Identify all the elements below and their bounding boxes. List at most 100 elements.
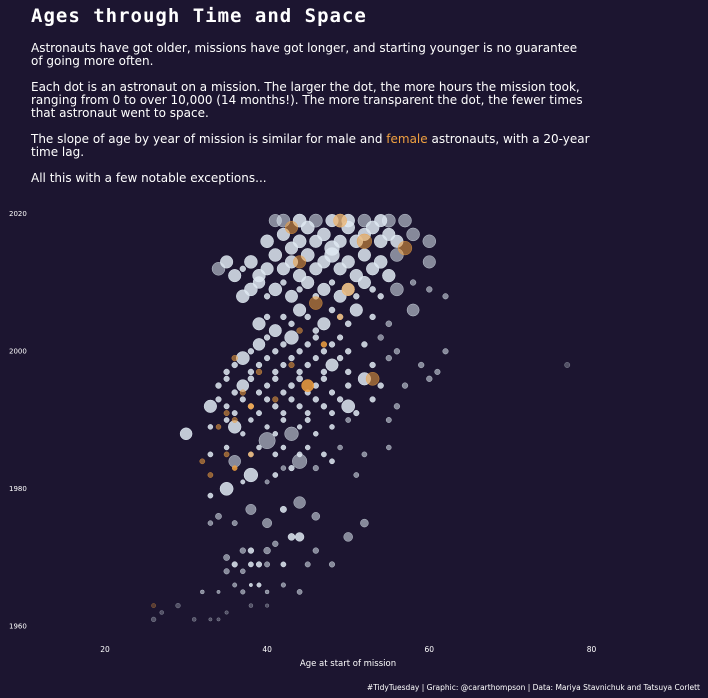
male-astronaut-point (426, 286, 433, 293)
male-astronaut-point (345, 382, 352, 389)
male-astronaut-point (337, 444, 343, 451)
male-astronaut-point (329, 458, 335, 465)
male-astronaut-point (215, 396, 222, 403)
male-astronaut-point (240, 589, 246, 595)
male-astronaut-point (353, 472, 360, 478)
male-astronaut-point (288, 465, 295, 472)
male-astronaut-point (285, 289, 298, 303)
male-astronaut-point (272, 368, 279, 376)
female-astronaut-point (231, 417, 238, 423)
male-astronaut-point (219, 481, 234, 496)
male-astronaut-point (248, 417, 254, 423)
male-astronaut-point (309, 234, 323, 248)
intro-paragraph-1: Astronauts have got older, missions have… (31, 41, 578, 68)
male-astronaut-point (235, 351, 250, 365)
male-astronaut-point (369, 313, 376, 321)
male-astronaut-point (296, 286, 303, 293)
male-astronaut-point (223, 554, 230, 561)
male-astronaut-point (329, 410, 335, 417)
male-astronaut-point (385, 320, 393, 328)
male-astronaut-point (296, 424, 303, 430)
intro-paragraph-4: All this with a few notable exceptions..… (31, 171, 267, 185)
male-astronaut-point (312, 327, 320, 334)
male-astronaut-point (256, 582, 262, 588)
male-astronaut-point (304, 313, 311, 321)
male-astronaut-point (256, 444, 262, 451)
male-astronaut-point (264, 561, 271, 568)
male-astronaut-point (564, 362, 571, 368)
male-astronaut-point (426, 375, 433, 382)
male-astronaut-point (374, 214, 388, 228)
male-astronaut-point (260, 262, 274, 276)
male-astronaut-point (312, 396, 319, 403)
male-astronaut-point (320, 403, 328, 410)
female-astronaut-point (239, 389, 246, 396)
caption: #TidyTuesday | Graphic: @cararthompson |… (366, 683, 700, 692)
male-astronaut-point (360, 518, 369, 528)
male-astronaut-point (442, 293, 449, 300)
male-astronaut-point (280, 582, 286, 588)
male-astronaut-point (268, 248, 283, 262)
x-axis: 20 40 60 80 (100, 645, 596, 654)
male-astronaut-point (369, 361, 376, 369)
male-astronaut-point (320, 375, 328, 382)
y-axis: 1960 1980 2000 2020 (9, 210, 27, 631)
male-astronaut-point (333, 262, 347, 276)
male-astronaut-point (401, 382, 409, 389)
male-astronaut-point (409, 279, 417, 286)
male-astronaut-point (231, 520, 238, 527)
male-astronaut-point (223, 368, 230, 376)
x-tick-label: 40 (262, 645, 272, 654)
male-astronaut-point (357, 213, 372, 228)
female-astronaut-point (333, 213, 347, 228)
female-astronaut-point (231, 354, 238, 362)
x-axis-label: Age at start of mission (300, 659, 396, 669)
male-astronaut-point (207, 492, 214, 499)
male-astronaut-point (268, 324, 282, 338)
male-astronaut-point (377, 334, 384, 341)
male-astronaut-point (280, 465, 287, 471)
male-astronaut-point (369, 286, 376, 293)
male-astronaut-point (337, 334, 344, 341)
male-astronaut-point (272, 431, 279, 437)
female-astronaut-point (341, 282, 355, 296)
male-astronaut-point (207, 424, 214, 430)
male-astronaut-point (216, 617, 221, 622)
intro-paragraph-3: The slope of age by year of mission is s… (31, 133, 591, 159)
male-astronaut-point (215, 382, 222, 389)
male-astronaut-point (304, 417, 311, 423)
male-astronaut-point (247, 547, 255, 554)
male-astronaut-point (385, 417, 392, 423)
male-astronaut-point (422, 234, 437, 249)
female-astronaut-point (309, 296, 323, 310)
male-astronaut-point (265, 603, 270, 608)
male-astronaut-point (175, 602, 181, 609)
male-astronaut-point (434, 368, 441, 375)
male-astronaut-point (287, 533, 296, 541)
male-astronaut-point (263, 293, 271, 300)
male-astronaut-point (353, 410, 360, 417)
male-astronaut-point (240, 431, 246, 437)
male-astronaut-point (344, 320, 352, 328)
male-astronaut-point (280, 313, 287, 321)
male-astronaut-point (357, 248, 371, 262)
male-astronaut-point (304, 361, 311, 369)
male-astronaut-point (293, 303, 307, 317)
male-astronaut-point (240, 479, 246, 485)
male-astronaut-point (247, 348, 255, 355)
x-tick-label: 20 (100, 645, 110, 654)
male-astronaut-point (304, 561, 311, 568)
female-astronaut-point (284, 220, 299, 235)
male-astronaut-point (280, 561, 287, 568)
male-astronaut-point (390, 282, 404, 297)
male-astronaut-point (341, 399, 356, 414)
intro-text: Astronauts have got older, missions have… (31, 42, 591, 198)
male-astronaut-point (317, 255, 331, 269)
male-astronaut-point (258, 432, 276, 450)
y-tick-label: 2000 (9, 347, 27, 355)
male-astronaut-point (223, 375, 230, 382)
male-astronaut-point (284, 241, 299, 255)
male-astronaut-point (288, 320, 295, 327)
male-astronaut-point (294, 532, 305, 542)
female-astronaut-point (223, 451, 230, 458)
